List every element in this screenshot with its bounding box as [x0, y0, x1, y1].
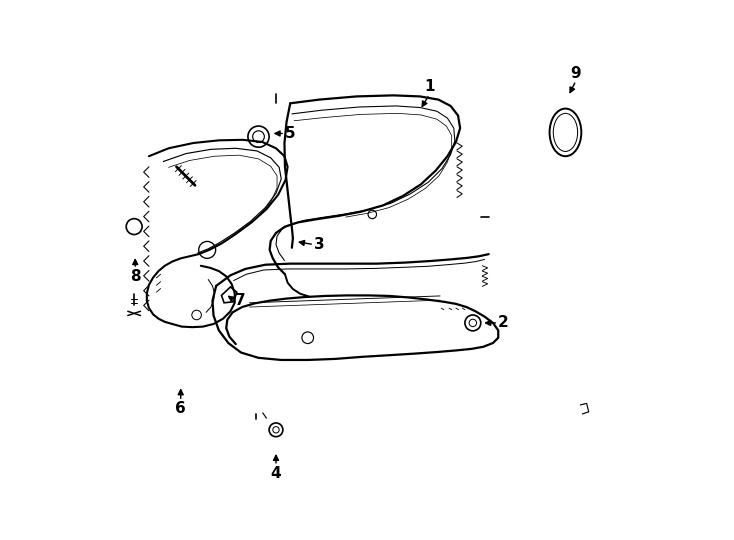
Text: 8: 8	[130, 269, 140, 284]
Text: 7: 7	[235, 293, 245, 308]
Text: 9: 9	[571, 65, 581, 80]
Text: 4: 4	[271, 466, 281, 481]
Text: 6: 6	[175, 401, 186, 416]
Text: 3: 3	[314, 237, 324, 252]
Text: 5: 5	[285, 126, 296, 141]
Text: 1: 1	[424, 79, 435, 94]
Text: 2: 2	[498, 315, 509, 330]
